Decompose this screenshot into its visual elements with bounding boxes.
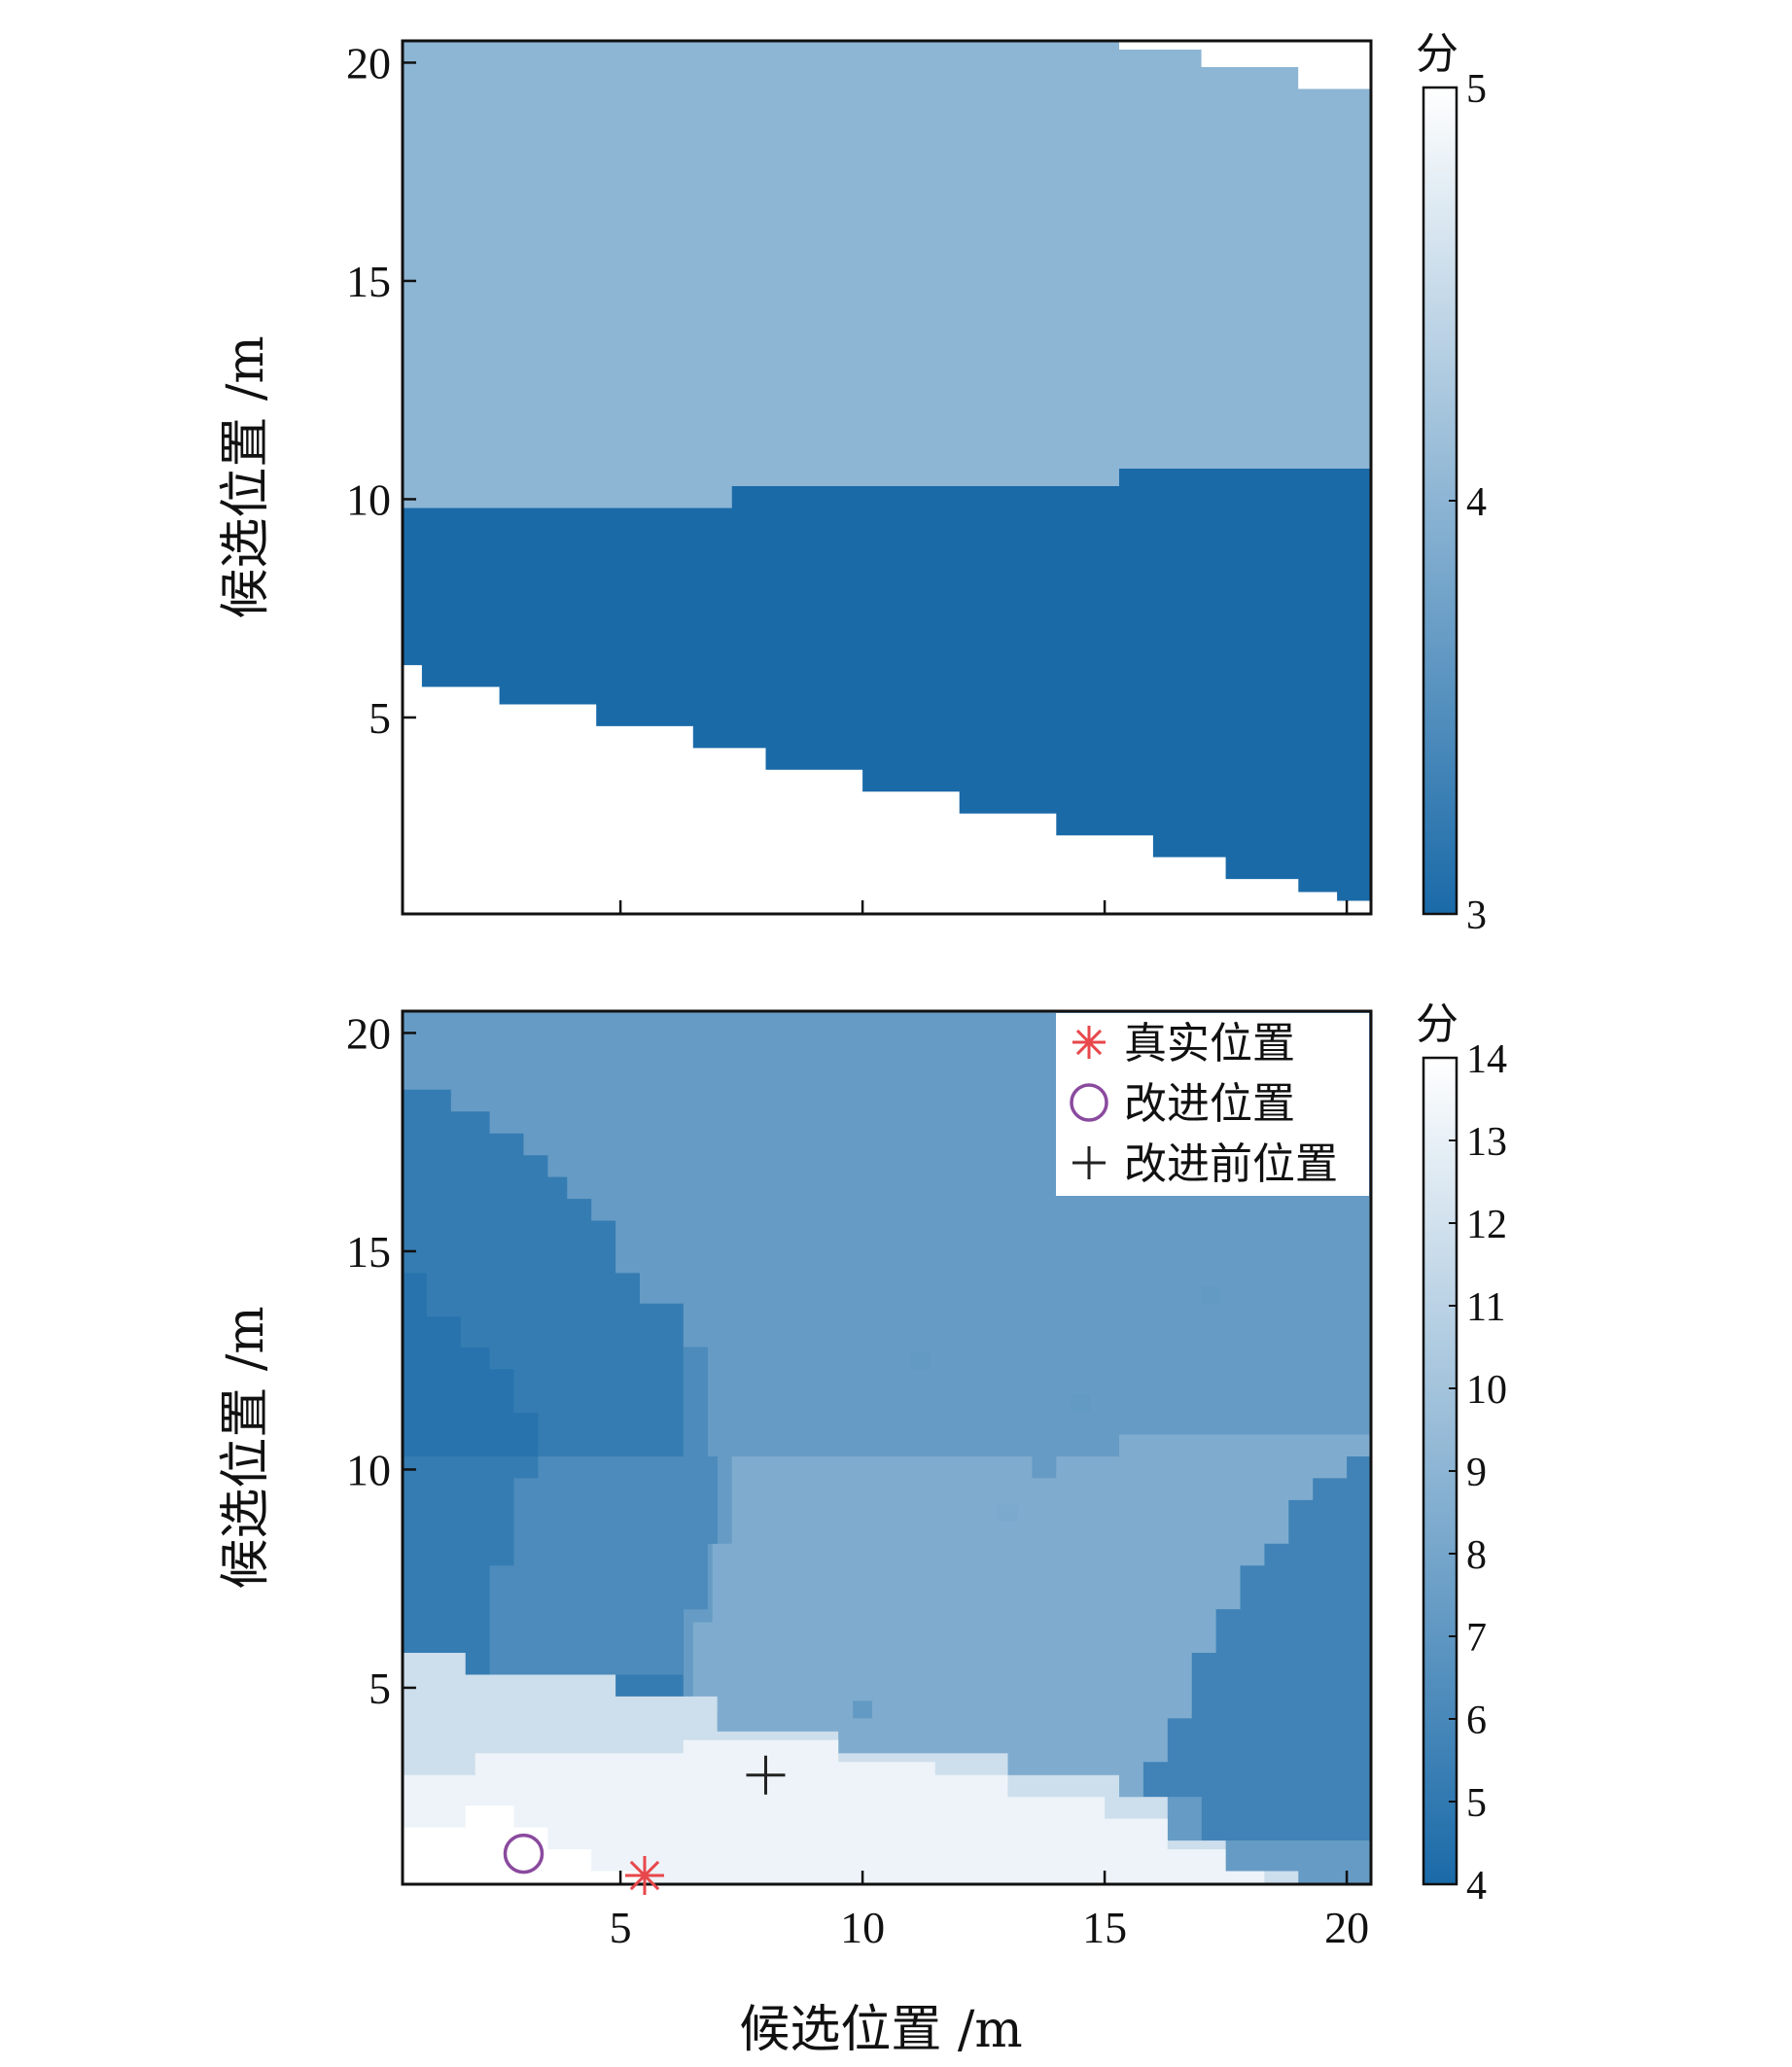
- bottom-heatmap-plot-area: [403, 1011, 1371, 1884]
- heatmap-region: [1201, 1285, 1221, 1304]
- legend-box: [1056, 1013, 1369, 1196]
- heatmap-region: [403, 665, 1371, 914]
- y-tick-label: 15: [346, 1227, 391, 1277]
- y-tick-label: 10: [346, 474, 391, 524]
- top-plot-frame: [401, 39, 1373, 916]
- colorbar-tick-label: 10: [1466, 1368, 1507, 1413]
- bottom-plot-frame: [401, 1009, 1373, 1886]
- colorbar-tick-label: 3: [1466, 893, 1487, 938]
- colorbar-tick-label: 8: [1466, 1533, 1487, 1578]
- top-colorbar-ticks: 3 4 5: [1449, 67, 1487, 938]
- y-tick-label: 5: [369, 693, 391, 743]
- y-tick-label: 10: [346, 1445, 391, 1494]
- heatmap-region: [403, 41, 1371, 508]
- series-point-plus: [746, 1755, 786, 1795]
- top-colorbar: [1422, 86, 1458, 916]
- top-heatmap-panel: 5 10 15 20 候选位置 /m 3 4 5 分: [217, 29, 1487, 938]
- y-tick-label: 20: [346, 1008, 391, 1058]
- legend-entry-label: 改进位置: [1124, 1079, 1295, 1129]
- x-tick-label: 10: [840, 1903, 885, 1952]
- bottom-colorbar-ticks: 4 5 6 7 8 9 10 11 12 13 14: [1449, 1037, 1507, 1909]
- heatmap-region: [1142, 1456, 1371, 1841]
- colorbar-tick-label: 12: [1466, 1203, 1507, 1247]
- colorbar-tick-label: 9: [1466, 1451, 1487, 1495]
- bottom-colorbar-title: 分: [1416, 999, 1458, 1049]
- colorbar-tick-label: 4: [1466, 1864, 1487, 1909]
- colorbar-tick-label: 6: [1466, 1699, 1487, 1743]
- heatmap-region: [403, 469, 1371, 901]
- colorbar-tick-label: 5: [1466, 1781, 1487, 1826]
- x-tick-label: 15: [1082, 1903, 1127, 1952]
- heatmap-region: [1119, 41, 1371, 89]
- heatmap-region: [1071, 1395, 1091, 1414]
- colorbar-tick-label: 7: [1466, 1616, 1487, 1661]
- colorbar-tick-label: 13: [1466, 1120, 1507, 1165]
- y-tick-label: 20: [346, 38, 391, 88]
- top-axis-ticks: 5 10 15 20: [346, 38, 1349, 914]
- heatmap-region: [403, 1273, 539, 1456]
- top-colorbar-title: 分: [1416, 29, 1458, 79]
- heatmap-region: [403, 1805, 640, 1884]
- heatmap-region: [998, 1504, 1018, 1523]
- heatmap-region: [489, 1347, 718, 1675]
- heatmap-region: [403, 1739, 1265, 1884]
- legend-marker-asterisk: [1072, 1026, 1106, 1059]
- y-tick-label: 5: [369, 1664, 391, 1713]
- top-heatmap-plot-area: [403, 41, 1371, 914]
- colorbar-tick-label: 5: [1466, 67, 1487, 112]
- series-point-circle: [503, 1833, 545, 1874]
- colorbar-tick-label: 4: [1466, 480, 1487, 525]
- legend-entry-label: 真实位置: [1124, 1019, 1295, 1069]
- heatmap-region: [853, 1700, 873, 1719]
- legend-marker-circle: [1070, 1083, 1108, 1122]
- bottom-y-axis-title: 候选位置 /m: [217, 1306, 275, 1589]
- series-point-asterisk: [625, 1856, 664, 1896]
- colorbar-tick-label: 11: [1466, 1285, 1505, 1330]
- x-tick-label: 5: [610, 1903, 632, 1952]
- colorbar-tick-label: 14: [1466, 1037, 1507, 1082]
- legend-entry-label: 改进前位置: [1124, 1139, 1338, 1189]
- top-y-axis-title: 候选位置 /m: [217, 335, 275, 618]
- bottom-axis-ticks: 5 10 15 20 5 10 15 20: [346, 1008, 1369, 1952]
- bottom-series-markers: [503, 1755, 786, 1896]
- y-tick-label: 15: [346, 257, 391, 306]
- bottom-x-axis-title: 候选位置 /m: [739, 2001, 1022, 2059]
- legend-marker-plus: [1072, 1146, 1106, 1179]
- x-tick-label: 20: [1324, 1903, 1369, 1952]
- heatmap-region: [910, 1351, 931, 1370]
